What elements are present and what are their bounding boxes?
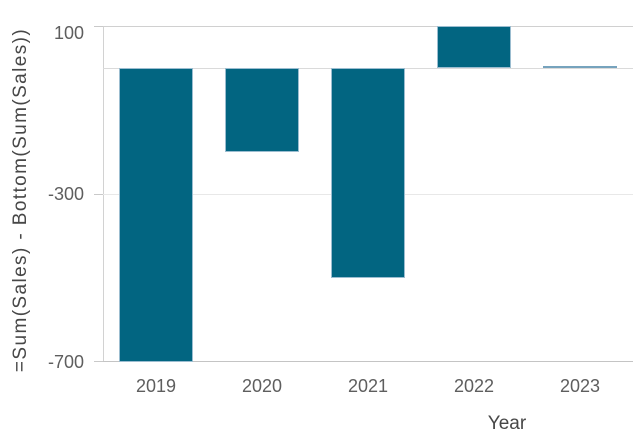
y-tick-label--300: -300 bbox=[47, 184, 84, 204]
gridline-y--700 bbox=[103, 361, 633, 362]
bar-2023[interactable] bbox=[543, 66, 617, 68]
x-tick-label-2023: 2023 bbox=[559, 376, 601, 396]
y-tick-mark bbox=[94, 361, 103, 362]
bar-2021[interactable] bbox=[331, 68, 405, 278]
x-tick-label-2021: 2021 bbox=[347, 376, 389, 396]
bar-2020[interactable] bbox=[225, 68, 299, 152]
x-tick-label-2020: 2020 bbox=[241, 376, 283, 396]
x-axis-title: Year bbox=[487, 413, 527, 434]
bar-2022[interactable] bbox=[437, 26, 511, 68]
y-tick-mark bbox=[94, 26, 103, 27]
y-tick-label--700: -700 bbox=[47, 352, 84, 372]
x-tick-label-2019: 2019 bbox=[135, 376, 177, 396]
y-tick-mark bbox=[94, 194, 103, 195]
plot-area bbox=[103, 26, 633, 362]
y-tick-label-100: 100 bbox=[53, 23, 84, 43]
gridline-y-100 bbox=[103, 26, 633, 27]
x-tick-label-2022: 2022 bbox=[453, 376, 495, 396]
bar-2019[interactable] bbox=[119, 68, 193, 362]
